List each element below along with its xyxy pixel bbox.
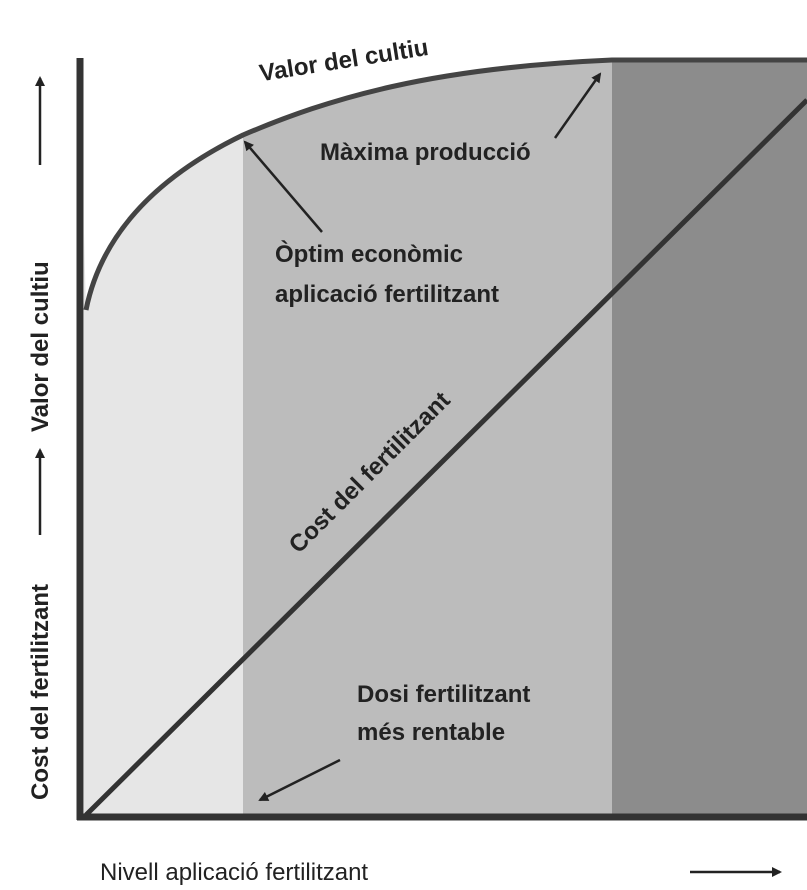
mask — [78, 0, 807, 310]
arrow — [243, 140, 323, 233]
x-axis-label: Nivell aplicació fertilitzant — [100, 859, 368, 886]
arrow — [553, 72, 602, 139]
cost-line — [84, 98, 807, 817]
optimum-label: Òptim econòmic — [275, 240, 463, 268]
zone-high — [612, 55, 807, 815]
zone-mid — [243, 55, 612, 815]
optimum-label: aplicació fertilitzant — [275, 281, 499, 308]
y-axis-label: Valor del cultiu — [27, 261, 54, 432]
arrow — [258, 758, 341, 802]
dose-label: Dosi fertilitzant — [357, 681, 530, 708]
y-axis-label: Cost del fertilitzant — [27, 584, 54, 800]
max-label: Màxima producció — [320, 139, 531, 166]
value-curve — [83, 57, 807, 311]
dose-label: més rentable — [357, 719, 505, 746]
